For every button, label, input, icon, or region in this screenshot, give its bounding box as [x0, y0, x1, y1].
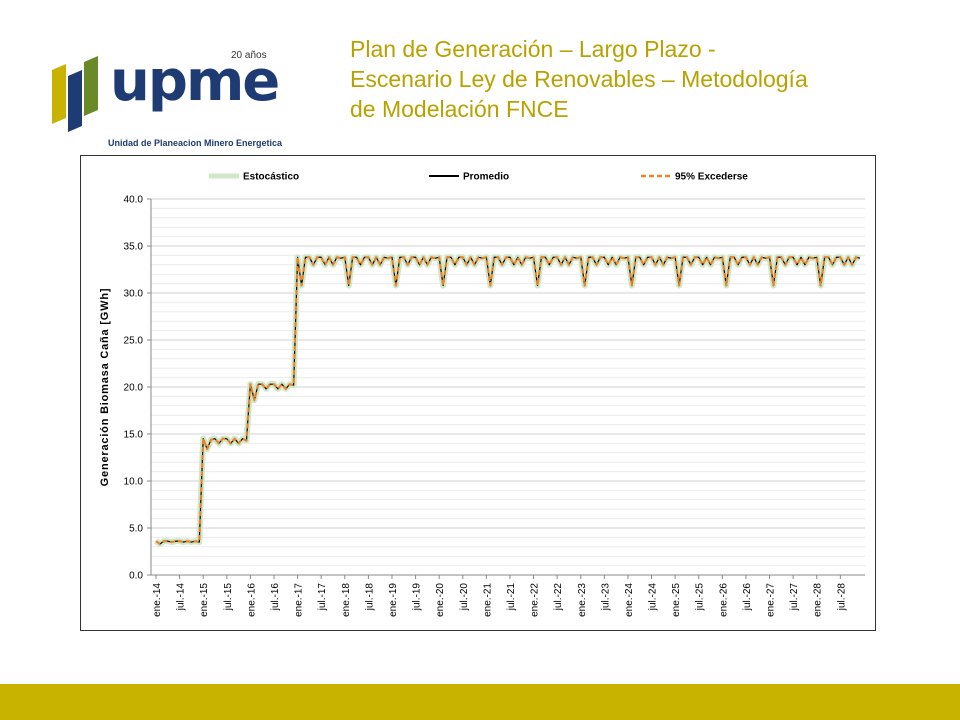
- logo-brand-name: upme: [110, 49, 280, 114]
- upme-logo: 20 años upme Unidad de Planeacion Minero…: [48, 46, 298, 156]
- y-tick-label: 40.0: [124, 195, 144, 206]
- x-tick-label: ene.-17: [294, 583, 305, 617]
- y-tick-label: 0.0: [129, 571, 143, 582]
- biomasa-generation-chart: Estocástico Promedio 95% Excederse 0.0 5.0 1…: [99, 172, 865, 617]
- slide-title: Plan de Generación – Largo Plazo - Escen…: [350, 34, 930, 124]
- series-estocastico-band: [154, 254, 861, 547]
- legend-estocastico-label: Estocástico: [243, 172, 299, 183]
- x-tick-label: ene.-14: [152, 583, 163, 617]
- footer-bar: [0, 684, 960, 720]
- legend-95-excederse-label: 95% Excederse: [675, 172, 748, 183]
- x-tick-label: ene.-26: [718, 583, 729, 617]
- x-tick-label: ene.-28: [813, 583, 824, 617]
- logo-anniversary-label: 20 años: [231, 50, 267, 61]
- y-tick-label: 5.0: [129, 524, 143, 535]
- logo-subtitle: Unidad de Planeacion Minero Energetica: [108, 138, 283, 148]
- x-tick-label: jul.-25: [695, 583, 706, 612]
- y-tick-label: 25.0: [124, 336, 144, 347]
- x-tick-label: jul.-23: [600, 583, 611, 612]
- series-95-excederse-line: [155, 256, 861, 546]
- y-tick-label: 10.0: [124, 477, 144, 488]
- slide-title-line-1: Plan de Generación – Largo Plazo -: [350, 36, 716, 62]
- x-tick-label: jul.-26: [742, 583, 753, 612]
- x-tick-label: jul.-22: [553, 583, 564, 612]
- x-tick-label: ene.-25: [671, 583, 682, 617]
- y-axis-title: Generación Biomasa Caña [GWh]: [99, 288, 111, 487]
- series-promedio-line: [155, 256, 861, 545]
- x-tick-label: jul.-15: [223, 583, 234, 612]
- slide-title-line-3: de Modelación FNCE: [350, 96, 569, 122]
- x-tick-label: jul.-28: [836, 583, 847, 612]
- x-tick-label: ene.-24: [624, 583, 635, 617]
- x-tick-label: ene.-19: [388, 583, 399, 617]
- x-tick-label: jul.-18: [364, 583, 375, 612]
- x-tick-label: ene.-23: [577, 583, 588, 617]
- x-tick-label: jul.-16: [270, 583, 281, 612]
- x-tick-label: ene.-15: [199, 583, 210, 617]
- y-tick-label: 20.0: [124, 383, 144, 394]
- x-tick-label: ene.-27: [766, 583, 777, 617]
- x-tick-label: jul.-17: [317, 583, 328, 612]
- y-tick-label: 15.0: [124, 430, 144, 441]
- x-tick-label: jul.-21: [506, 583, 517, 612]
- x-tick-label: ene.-21: [482, 583, 493, 617]
- y-tick-label: 35.0: [124, 242, 144, 253]
- x-tick-label: jul.-20: [459, 583, 470, 612]
- x-tick-label: ene.-20: [435, 583, 446, 617]
- slide-title-line-2: Escenario Ley de Renovables – Metodologí…: [350, 66, 808, 92]
- y-tick-label: 30.0: [124, 289, 144, 300]
- x-tick-label: ene.-22: [530, 583, 541, 617]
- x-tick-label: jul.-19: [412, 583, 423, 612]
- legend-promedio-label: Promedio: [463, 172, 509, 183]
- x-tick-label: jul.-14: [176, 583, 187, 612]
- x-tick-label: jul.-24: [648, 583, 659, 612]
- x-tick-label: ene.-16: [246, 583, 257, 617]
- upme-logo-mark-icon: [52, 56, 98, 132]
- x-tick-label: jul.-27: [789, 583, 800, 612]
- chart-frame: Estocástico Promedio 95% Excederse 0.0 5.0 1…: [80, 155, 876, 631]
- x-tick-label: ene.-18: [341, 583, 352, 617]
